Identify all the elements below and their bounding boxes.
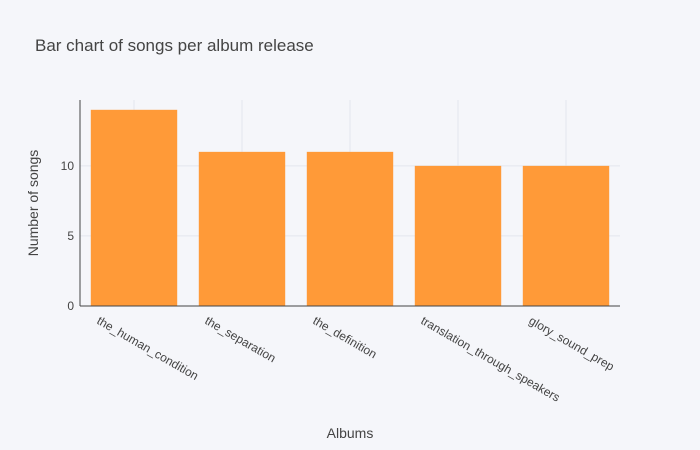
y-tick-label: 10 — [61, 159, 75, 173]
bar-the-human-condition — [90, 109, 178, 306]
y-tick-label: 5 — [67, 229, 74, 243]
bar-translation-through-speakers — [414, 165, 502, 306]
y-axis-title: Number of songs — [25, 150, 41, 257]
bars-layer — [90, 109, 610, 306]
x-axis-title: Albums — [327, 425, 374, 441]
bar-the-definition — [306, 151, 394, 306]
chart-title: Bar chart of songs per album release — [35, 36, 314, 55]
bar-glory-sound-prep — [522, 165, 610, 306]
bar-the-separation — [198, 151, 286, 306]
y-tick-label: 0 — [67, 299, 74, 313]
axes-layer — [79, 100, 620, 307]
